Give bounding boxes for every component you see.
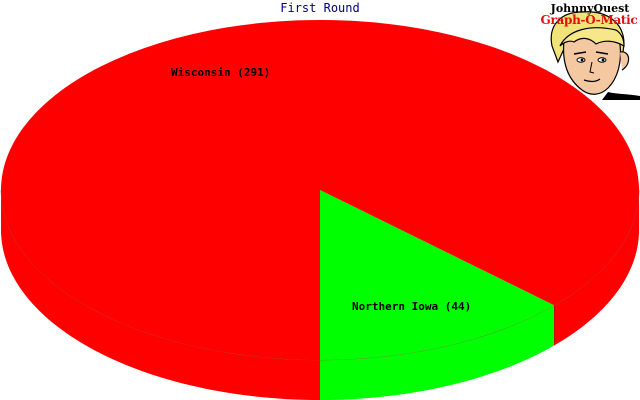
pie-side-wisconsin [1,190,320,400]
pie-side-northern-iowa [320,305,555,400]
pie-side-wisconsin [554,190,639,346]
johnny-quest-logo: JohnnyQuest Graph-O-Matic [538,0,640,100]
pie-slice-northern-iowa [320,190,555,360]
boy-face-illustration [550,11,640,100]
slice-label-northern-iowa: Northern Iowa (44) [352,300,472,313]
slice-label-wisconsin: Wisconsin (291) [171,66,271,79]
logo-text-graph-o-matic: Graph-O-Matic [540,13,638,27]
chart-title: First Round [280,1,360,15]
pie-slice-wisconsin [0,20,639,360]
logo-text-johnnyquest: JohnnyQuest [550,2,630,15]
